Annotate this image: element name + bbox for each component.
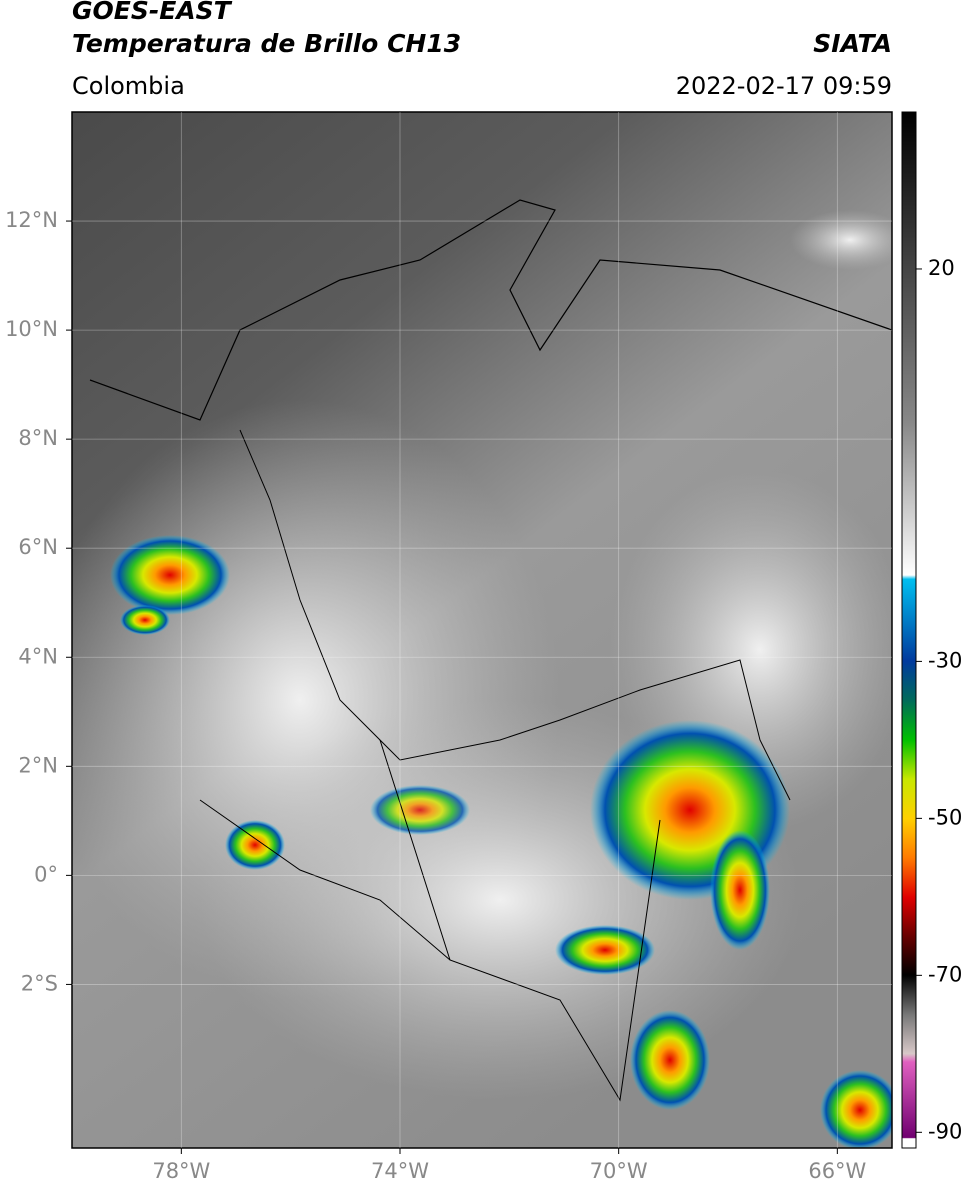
colorbar bbox=[901, 111, 917, 1149]
x-tick-label: 78°W bbox=[152, 1159, 210, 1183]
x-tick-label: 74°W bbox=[371, 1159, 429, 1183]
title: GOES-EAST bbox=[72, 0, 233, 25]
colorbar-tick-label: -30 bbox=[928, 648, 962, 672]
y-tick-label: 4°N bbox=[18, 644, 58, 668]
datetime: 2022-02-17 09:59 bbox=[676, 72, 892, 100]
region: Colombia bbox=[72, 72, 185, 100]
y-tick-label: 8°N bbox=[18, 426, 58, 450]
y-tick-label: 2°N bbox=[18, 753, 58, 777]
subtitle: Temperatura de Brillo CH13 bbox=[72, 29, 461, 58]
y-tick-label: 10°N bbox=[5, 317, 58, 341]
x-tick-label: 70°W bbox=[590, 1159, 648, 1183]
y-tick-label: 0° bbox=[34, 862, 58, 886]
colorbar-tick-label: -50 bbox=[928, 805, 962, 829]
y-tick-label: 6°N bbox=[18, 535, 58, 559]
colorbar-tick-label: 20 bbox=[928, 256, 955, 280]
source: SIATA bbox=[813, 29, 892, 58]
satellite-image bbox=[72, 112, 892, 1148]
colorbar-tick-label: -70 bbox=[928, 962, 962, 986]
y-tick-label: 12°N bbox=[5, 208, 58, 232]
x-tick-label: 66°W bbox=[808, 1159, 866, 1183]
map-frame bbox=[71, 111, 893, 1149]
y-tick-label: 2°S bbox=[21, 971, 58, 995]
colorbar-tick-label: -90 bbox=[928, 1119, 962, 1143]
